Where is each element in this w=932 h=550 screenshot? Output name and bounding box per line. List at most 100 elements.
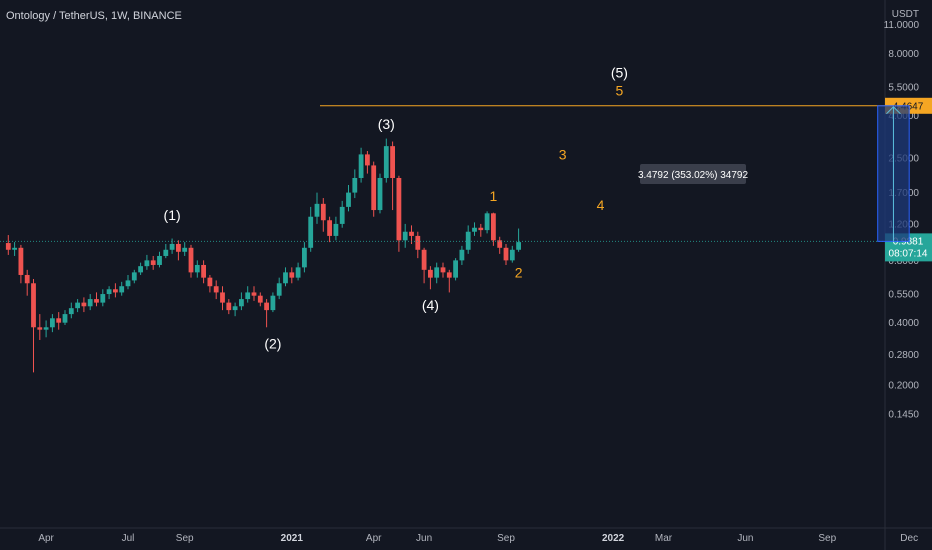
y-tick-label: 0.2800 — [888, 350, 919, 361]
candle-body — [478, 227, 484, 231]
candle-body — [497, 240, 503, 248]
candle-body — [213, 286, 219, 293]
candle-body — [371, 165, 377, 211]
candle-body — [94, 299, 99, 303]
candle-body — [421, 249, 427, 270]
candle-body — [194, 264, 200, 273]
candle-body — [5, 243, 11, 250]
candle-body — [12, 247, 17, 250]
candle-body — [440, 267, 446, 273]
candle-body — [409, 231, 414, 236]
candle-body — [239, 299, 244, 307]
candle-body — [283, 272, 288, 284]
x-tick-label: Sep — [497, 533, 515, 544]
candle-body — [396, 177, 402, 241]
wave-label: 1 — [490, 188, 498, 204]
candle-body — [100, 294, 106, 303]
candle-body — [314, 203, 320, 217]
candle-body — [31, 283, 36, 328]
candle-body — [509, 249, 515, 261]
wave-label: (5) — [611, 65, 628, 81]
candle-body — [365, 154, 370, 166]
candle-body — [113, 289, 118, 293]
wave-label: (3) — [378, 116, 395, 132]
x-tick-label: 2021 — [281, 533, 304, 544]
candle-body — [446, 272, 452, 278]
candle-body — [257, 295, 263, 303]
wave-label: 4 — [597, 197, 605, 213]
candle-body — [138, 266, 143, 273]
wave-label: 2 — [515, 265, 523, 281]
candle-body — [339, 206, 345, 224]
y-tick-label: 8.0000 — [888, 49, 919, 60]
candle-body — [472, 227, 477, 232]
x-tick-label: 2022 — [602, 533, 625, 544]
candle-body — [383, 146, 389, 178]
measure-label-box — [640, 164, 746, 184]
candle-body — [459, 249, 465, 261]
candle-body — [87, 299, 93, 307]
candle-body — [264, 302, 269, 311]
wave-label: (4) — [422, 297, 439, 313]
candle-body — [289, 272, 295, 278]
candle-body — [320, 203, 326, 221]
candle-body — [302, 247, 307, 268]
candle-body — [62, 314, 68, 323]
candle-body — [43, 327, 49, 330]
y-tick-label: 0.4000 — [888, 318, 919, 329]
chart-title: Ontology / TetherUS, 1W, BINANCE — [6, 10, 182, 22]
x-tick-label: Sep — [176, 533, 194, 544]
candle-body — [75, 302, 80, 309]
candle-body — [226, 302, 232, 311]
candle-body — [434, 267, 440, 278]
candle-body — [358, 154, 364, 178]
candle-body — [333, 223, 339, 236]
candle-body — [327, 220, 332, 236]
candle-body — [24, 274, 30, 284]
candle-body — [144, 260, 150, 267]
x-tick-label: Jun — [737, 533, 753, 544]
candle-body — [245, 292, 251, 300]
x-tick-label: Jul — [122, 533, 135, 544]
candle-body — [346, 192, 351, 207]
candle-body — [106, 289, 112, 295]
measure-label: 3.4792 (353.02%) 34792 — [638, 170, 749, 181]
candle-body — [270, 295, 276, 311]
wave-label: 5 — [616, 83, 624, 99]
candle-body — [232, 306, 238, 311]
countdown-label: 08:07:14 — [889, 248, 928, 259]
candle-body — [465, 231, 471, 250]
y-tick-label: 0.1450 — [888, 409, 919, 420]
candle-body — [516, 242, 521, 250]
candle-body — [163, 249, 169, 256]
measure-arrow-head — [886, 106, 901, 115]
candle-body — [251, 292, 257, 296]
y-tick-label: 0.5500 — [888, 290, 919, 301]
candle-body — [56, 318, 62, 323]
candle-body — [491, 213, 496, 241]
candle-body — [188, 247, 194, 273]
candle-body — [37, 327, 43, 330]
x-tick-label: Apr — [366, 533, 382, 544]
candle-body — [150, 260, 156, 265]
candle-body — [484, 213, 490, 231]
x-tick-label: Jun — [416, 533, 432, 544]
y-tick-label: 0.2000 — [888, 380, 919, 391]
x-tick-label: Apr — [38, 533, 54, 544]
candle-body — [81, 302, 87, 307]
candle-body — [18, 247, 24, 275]
candle-body — [220, 292, 225, 303]
candle-body — [402, 231, 408, 241]
candle-body — [428, 269, 433, 278]
y-tick-label: 11.0000 — [884, 20, 920, 31]
wave-label: (1) — [164, 207, 181, 223]
x-tick-label: Mar — [655, 533, 673, 544]
candle-body — [415, 235, 421, 250]
candle-body — [182, 247, 188, 252]
currency-label: USDT — [892, 9, 919, 20]
wave-label: 3 — [559, 147, 567, 163]
candle-body — [157, 255, 162, 265]
candle-body — [50, 318, 55, 328]
